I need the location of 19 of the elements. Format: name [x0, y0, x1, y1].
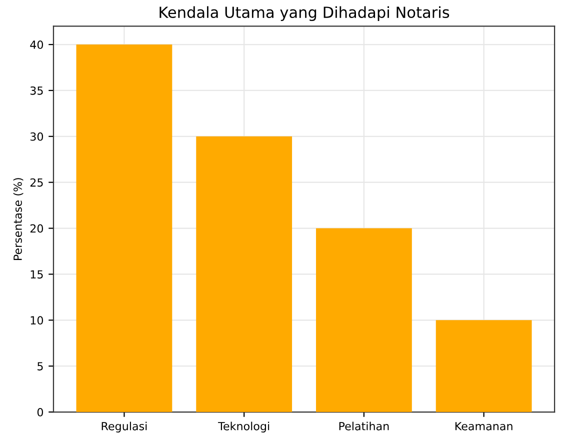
y-tick-label: 0: [37, 408, 44, 416]
bar: [196, 136, 292, 412]
y-tick-label: 10: [30, 316, 44, 325]
y-axis-title: Persentase (%): [13, 178, 24, 260]
bar: [316, 228, 412, 412]
y-tick-label: 35: [30, 86, 43, 95]
x-tick-label: Teknologi: [218, 422, 270, 432]
y-tick-label: 30: [30, 132, 44, 141]
y-tick-label: 5: [38, 362, 43, 370]
y-tick-label: 40: [30, 40, 44, 49]
x-tick-label: Pelatihan: [339, 422, 389, 430]
bar: [76, 44, 172, 412]
y-tick-label: 15: [30, 270, 43, 279]
x-tick-label: Keamanan: [455, 422, 512, 430]
chart-title: Kendala Utama yang Dihadapi Notaris: [160, 6, 450, 22]
y-tick-label: 25: [30, 178, 43, 187]
bar: [436, 320, 532, 412]
x-tick-label: Regulasi: [102, 422, 147, 432]
y-tick-label: 20: [30, 224, 44, 233]
